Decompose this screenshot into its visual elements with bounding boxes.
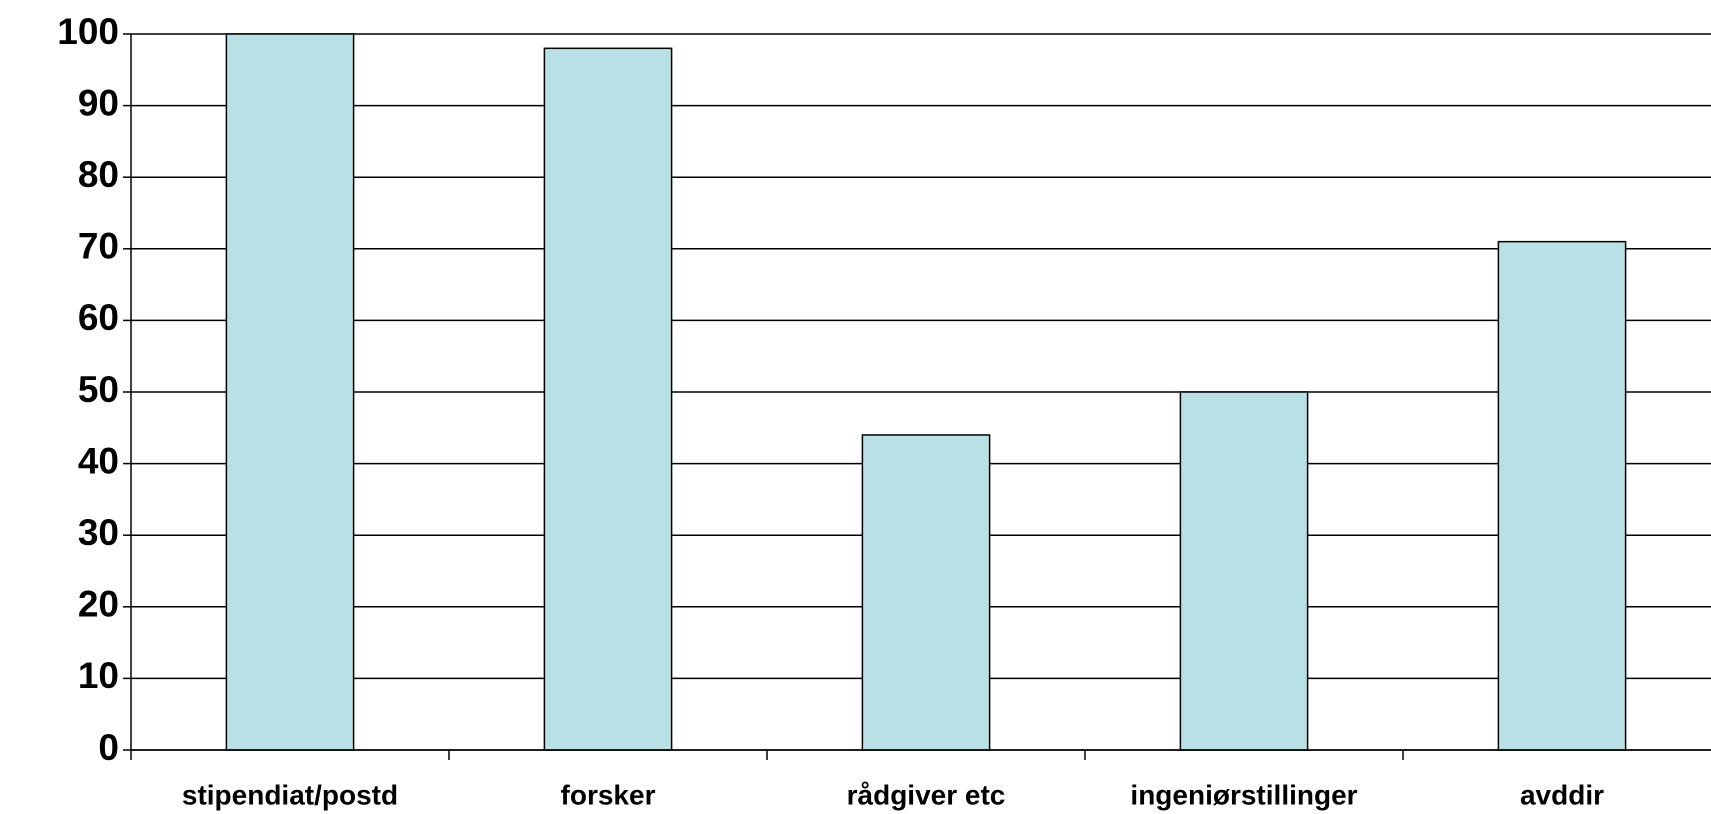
y-tick-label: 90 [78, 82, 119, 123]
x-tick-label: forsker [561, 779, 656, 810]
bar [861, 434, 991, 751]
y-tick-label: 60 [78, 297, 119, 338]
x-tick-label: avddir [1520, 779, 1604, 810]
y-tick-label: 80 [78, 154, 119, 195]
y-tick-label: 50 [78, 369, 119, 410]
x-tick-label: ingeniørstillinger [1130, 779, 1357, 810]
bar [543, 47, 673, 751]
x-tick-label: stipendiat/postd [182, 779, 398, 810]
y-tick-label: 70 [78, 226, 119, 267]
bar [1497, 240, 1627, 751]
x-tick-label: rådgiver etc [847, 779, 1006, 810]
bar [225, 33, 355, 751]
y-tick-label: 0 [98, 727, 119, 768]
y-tick-label: 10 [78, 655, 119, 696]
y-tick-label: 40 [78, 440, 119, 481]
y-tick-label: 30 [78, 512, 119, 553]
y-tick-label: 100 [57, 11, 119, 52]
bar [1179, 391, 1309, 751]
y-tick-label: 20 [78, 584, 119, 625]
